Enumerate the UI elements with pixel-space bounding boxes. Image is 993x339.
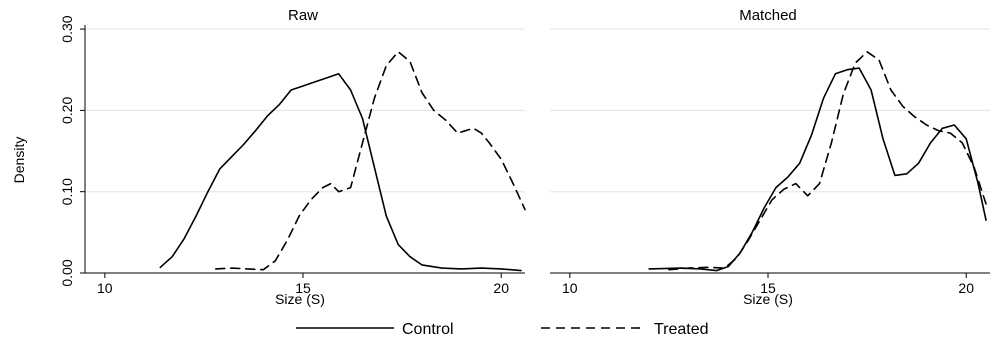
axes-raw: 0.00 0.10 0.20 0.30 10 15 20: [59, 15, 525, 296]
series-line-raw-treated: [215, 51, 526, 271]
panel-title-matched: Matched: [739, 7, 797, 24]
y-tick-label-2: 0.20: [59, 97, 75, 124]
x-tick-label-matched-1: 15: [760, 280, 776, 296]
plot-area-raw: [85, 25, 525, 273]
series-line-raw-control: [159, 73, 522, 272]
y-tick-label-3: 0.30: [59, 15, 75, 42]
y-tick-label-0: 0.00: [59, 259, 75, 286]
series-line-matched-treated: [668, 51, 987, 271]
x-tick-label-matched-2: 20: [958, 280, 974, 296]
plot-area-matched: [550, 25, 990, 273]
panel-matched: Matched 10 15 20 Size (S): [550, 7, 990, 307]
legend-label-treated: Treated: [654, 321, 709, 338]
panel-title-raw: Raw: [288, 7, 318, 24]
x-tick-label-raw-0: 10: [97, 280, 113, 296]
x-axis-title-matched: Size (S): [743, 291, 793, 307]
series-matched: [648, 51, 987, 272]
legend-label-control: Control: [402, 321, 454, 338]
x-tick-label-raw-2: 20: [493, 280, 509, 296]
legend: Control Treated: [296, 321, 709, 338]
axes-matched: 10 15 20: [550, 272, 990, 296]
x-axis-title-raw: Size (S): [275, 291, 325, 307]
x-tick-label-raw-1: 15: [295, 280, 311, 296]
panel-raw: Raw 0.00 0.10 0.20 0.30 10 15 20 Size (S): [59, 7, 526, 307]
y-tick-label-1: 0.10: [59, 178, 75, 205]
x-tick-label-matched-0: 10: [562, 280, 578, 296]
series-raw: [159, 51, 526, 272]
y-axis-title: Density: [11, 137, 27, 184]
